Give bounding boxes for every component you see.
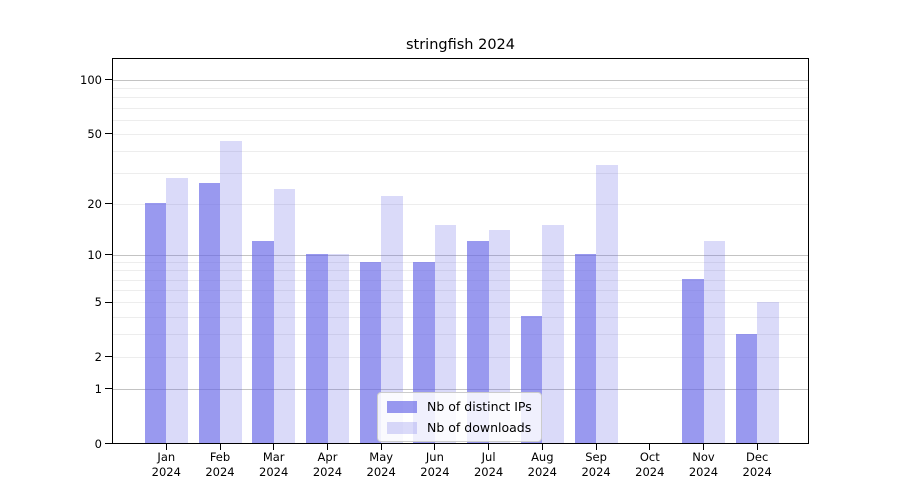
- y-tick-label: 50: [87, 126, 102, 141]
- legend: Nb of distinct IPs Nb of downloads: [377, 392, 542, 442]
- y-tick-label: 100: [80, 72, 102, 87]
- x-tick-mark: [703, 443, 704, 450]
- gridline: [113, 302, 808, 304]
- gridline: [113, 316, 808, 318]
- gridline: [113, 133, 808, 135]
- x-tick-label: Apr 2024: [312, 450, 343, 479]
- y-tick-label: 2: [94, 349, 102, 364]
- bar-downloads-feb: [220, 141, 242, 443]
- bar-downloads-apr: [327, 254, 349, 443]
- x-tick-mark: [541, 443, 543, 450]
- bar-downloads-jun: [434, 224, 457, 443]
- bar-distinct-ips-jan: [144, 203, 167, 443]
- x-tick-mark: [488, 443, 490, 450]
- y-tick-label: 20: [87, 196, 102, 211]
- bar-distinct-ips-apr: [306, 254, 328, 443]
- chart-title: stringfish 2024: [405, 37, 515, 53]
- bar-distinct-ips-may: [359, 261, 382, 443]
- bar-downloads-sep: [596, 165, 618, 443]
- x-tick-mark: [219, 443, 221, 450]
- gridline: [113, 97, 808, 99]
- bar-distinct-ips-mar: [252, 240, 274, 443]
- x-tick-label: May 2024: [366, 450, 396, 479]
- y-tick-label: 5: [94, 295, 102, 310]
- bar-distinct-ips-sep: [574, 254, 597, 443]
- x-tick-label: Jan 2024: [151, 450, 181, 479]
- x-tick-mark: [649, 443, 651, 450]
- y-tick-mark: [105, 254, 112, 255]
- gridline: [113, 79, 808, 81]
- gridline: [113, 107, 808, 109]
- bar-downloads-dec: [757, 301, 779, 443]
- gridline: [113, 150, 808, 152]
- plot-area: [112, 58, 809, 444]
- gridline: [113, 356, 808, 358]
- gridline: [113, 270, 808, 272]
- y-tick-mark: [105, 443, 112, 444]
- y-tick-mark: [105, 356, 112, 358]
- x-tick-mark: [273, 443, 275, 450]
- y-tick-mark: [105, 203, 112, 205]
- gridline: [113, 88, 808, 89]
- x-tick-mark: [595, 443, 597, 450]
- x-tick-mark: [756, 443, 758, 450]
- bar-downloads-jan: [166, 177, 188, 443]
- x-tick-label: Oct 2024: [635, 450, 665, 479]
- legend-item: Nb of downloads: [387, 419, 532, 436]
- x-tick-label: Nov 2024: [688, 450, 719, 479]
- gridline: [113, 262, 808, 264]
- x-tick-label: Jul 2024: [473, 450, 504, 479]
- bar-downloads-jul: [488, 229, 511, 443]
- legend-swatch-distinct-ips: [387, 400, 417, 413]
- bar-downloads-may: [381, 195, 403, 443]
- gridline: [113, 203, 808, 205]
- y-tick-label: 0: [94, 436, 102, 451]
- bar-distinct-ips-nov: [682, 279, 704, 443]
- x-tick-label: Dec 2024: [742, 450, 772, 479]
- x-tick-label: Sep 2024: [581, 450, 611, 479]
- x-tick-mark: [165, 443, 167, 450]
- legend-item: Nb of distinct IPs: [387, 398, 532, 415]
- gridline: [113, 172, 808, 174]
- y-tick-mark: [105, 79, 112, 81]
- y-tick-label: 10: [87, 247, 102, 262]
- gridline: [113, 119, 808, 121]
- gridline: [113, 279, 808, 281]
- legend-swatch-downloads: [387, 421, 417, 434]
- bar-downloads-mar: [273, 189, 296, 443]
- y-tick-mark: [105, 301, 112, 303]
- y-tick-mark: [105, 133, 112, 135]
- bar-downloads-nov: [703, 240, 725, 443]
- y-tick-mark: [105, 388, 112, 390]
- x-tick-label: Feb 2024: [205, 450, 235, 479]
- x-tick-mark: [434, 443, 436, 450]
- legend-label: Nb of downloads: [427, 419, 532, 435]
- x-tick-label: Aug 2024: [527, 450, 557, 479]
- y-tick-label: 1: [94, 381, 102, 396]
- x-tick-label: Jun 2024: [420, 450, 450, 479]
- bar-distinct-ips-feb: [198, 183, 220, 443]
- gridline: [113, 388, 808, 390]
- x-tick-mark: [380, 443, 382, 450]
- gridline: [113, 334, 808, 336]
- bar-distinct-ips-dec: [735, 333, 758, 443]
- x-tick-mark: [327, 443, 328, 450]
- x-tick-label: Mar 2024: [259, 450, 289, 479]
- legend-label: Nb of distinct IPs: [427, 398, 532, 414]
- bar-downloads-aug: [542, 224, 564, 443]
- gridline: [113, 290, 808, 292]
- gridline: [113, 254, 808, 256]
